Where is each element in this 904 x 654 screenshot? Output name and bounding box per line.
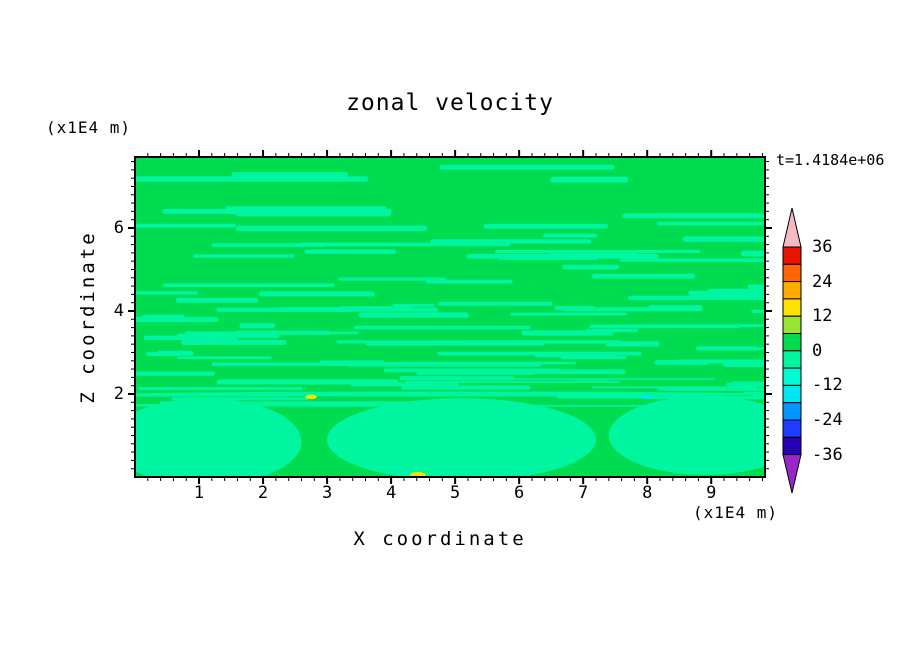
field-spot — [410, 472, 426, 477]
plot-frame — [134, 156, 766, 478]
x-tick-label: 2 — [257, 483, 269, 503]
colorbar-tick-label: -36 — [812, 444, 843, 465]
colorbar-tick-label: 0 — [812, 340, 823, 361]
colorbar-top-arrow — [782, 207, 802, 248]
colorbar-segment — [782, 436, 802, 456]
colorbar-bottom-arrow — [782, 454, 802, 494]
field-patch — [608, 396, 765, 475]
field-streaks — [135, 164, 765, 408]
chart-title: zonal velocity — [346, 90, 554, 116]
field-patch — [327, 398, 596, 477]
x-tick-labels: 1 2 3 4 5 6 7 8 9 — [0, 483, 904, 505]
field-patch — [135, 398, 302, 477]
x-axis-unit-label: (x1E4 m) — [692, 503, 778, 522]
colorbar-tick-label: -12 — [812, 375, 843, 396]
field-patch — [135, 391, 765, 397]
colorbar-tick-label: -24 — [812, 410, 843, 430]
x-tick-label: 1 — [193, 483, 205, 503]
colorbar-segment — [782, 246, 802, 265]
colorbar — [782, 207, 802, 494]
field-spot — [305, 394, 317, 400]
colorbar-tick-label: 36 — [812, 237, 833, 257]
contour-field — [135, 157, 765, 477]
tick-marks — [128, 150, 772, 484]
x-axis-title: X coordinate — [353, 528, 527, 550]
z-tick-label: 4 — [113, 300, 124, 321]
colorbar-segment — [782, 402, 802, 421]
x-tick-label: 4 — [385, 483, 397, 503]
colorbar-segments — [782, 246, 802, 456]
x-tick-label: 3 — [321, 483, 333, 503]
time-annotation: t=1.4184e+06 — [776, 151, 885, 169]
colorbar-segment — [782, 298, 802, 317]
z-tick-label: 6 — [113, 217, 124, 238]
colorbar-tick-label: 12 — [812, 306, 833, 327]
field-patches — [135, 391, 765, 477]
plot-frame-and-ticks — [128, 150, 772, 484]
colorbar-segment — [782, 333, 802, 352]
x-tick-label: 6 — [514, 483, 525, 503]
colorbar-segment — [782, 281, 802, 300]
colorbar-segment — [782, 350, 802, 369]
colorbar-segment — [782, 367, 802, 386]
colorbar-segment — [782, 384, 802, 404]
field-extrema-spots — [305, 394, 653, 477]
colorbar-segment — [782, 315, 802, 334]
x-tick-label: 7 — [578, 483, 589, 503]
x-tick-label: 5 — [449, 483, 461, 503]
colorbar-tick-label: 24 — [812, 271, 833, 292]
x-tick-label: 8 — [642, 483, 653, 503]
z-tick-label: 2 — [113, 383, 124, 404]
z-axis-unit-label: (x1E4 m) — [46, 118, 132, 137]
field-spot — [639, 394, 653, 399]
x-tick-label: 9 — [706, 483, 717, 503]
colorbar-segment — [782, 263, 802, 283]
colorbar-segment — [782, 419, 802, 438]
